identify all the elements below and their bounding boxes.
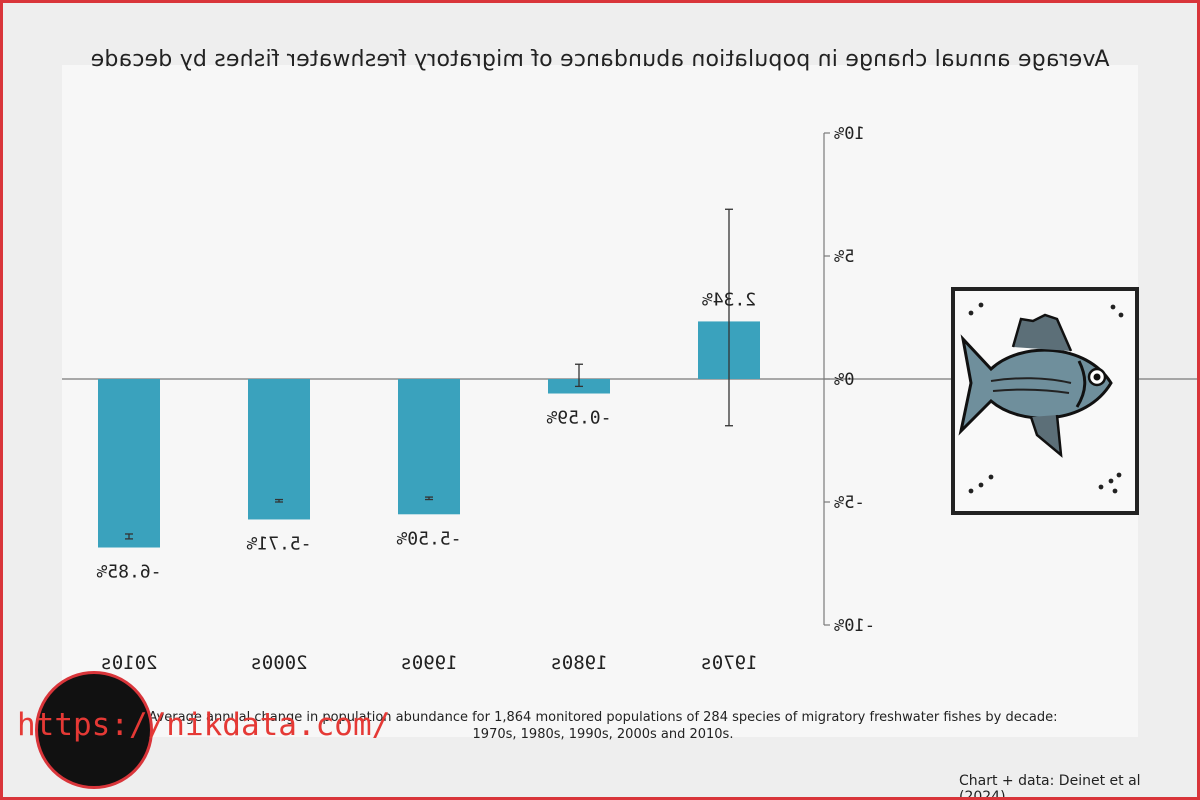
x-tick-label: 2000s (250, 652, 307, 674)
x-tick-label: 1980s (550, 652, 607, 674)
data-label: -6.85% (96, 562, 161, 583)
chart-credit: Chart + data: Deinet et al (2024) (959, 773, 1141, 800)
y-tick-label: 0% (834, 370, 854, 390)
watermark-circle-icon (35, 671, 153, 789)
data-label: -0.59% (546, 408, 611, 429)
chart-caption: Average annual change in population abun… (103, 709, 1103, 743)
caption-line-2: 1970s, 1980s, 1990s, 2000s and 2010s. (472, 727, 734, 742)
mirrored-content: Average annual change in population abun… (3, 3, 1197, 797)
x-tick-label: 1990s (400, 652, 457, 674)
chart-layer: 10% 5% 0% -5% -10% 2.34% 1970s -0.59% 1980s -5.50… (62, 124, 1197, 674)
bar (248, 379, 310, 520)
data-label: -5.71% (246, 533, 311, 554)
bar (98, 379, 160, 548)
caption-line-1: Average annual change in population abun… (148, 710, 1058, 725)
bar (398, 379, 460, 515)
x-tick-label: 2010s (100, 652, 157, 674)
x-tick-label: 1970s (700, 652, 757, 674)
y-tick-label: -10% (834, 616, 875, 636)
bar-chart: 10% 5% 0% -5% -10% 2.34% 1970s -0.59% 1980s -5.50… (62, 124, 1197, 674)
data-label: 2.34% (702, 289, 756, 310)
fish-icon (951, 287, 1139, 515)
y-tick-label: -5% (834, 493, 865, 513)
y-tick-label: 10% (834, 124, 865, 144)
watermark-url: https://nikdata.com/ (17, 707, 391, 743)
y-tick-label: 5% (834, 247, 854, 267)
data-label: -5.50% (396, 528, 461, 549)
